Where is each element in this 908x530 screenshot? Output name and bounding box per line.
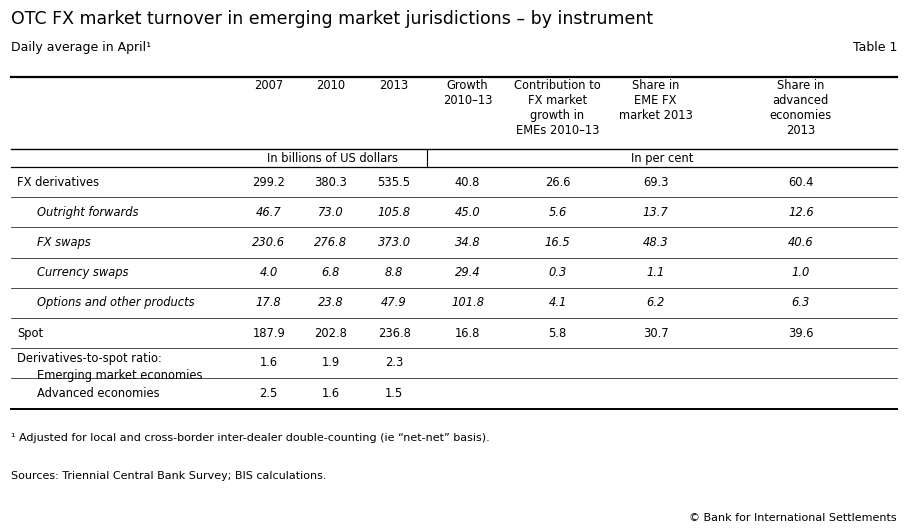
Text: 1.9: 1.9 [321, 356, 340, 369]
Text: 236.8: 236.8 [378, 326, 410, 340]
Text: 1.5: 1.5 [385, 387, 403, 400]
Text: 299.2: 299.2 [252, 175, 285, 189]
Text: 380.3: 380.3 [314, 175, 347, 189]
Text: 48.3: 48.3 [643, 236, 668, 249]
Text: Share in
advanced
economies
2013: Share in advanced economies 2013 [770, 79, 832, 137]
Text: Spot: Spot [17, 326, 44, 340]
Text: Share in
EME FX
market 2013: Share in EME FX market 2013 [618, 79, 693, 122]
Text: ¹ Adjusted for local and cross-border inter-dealer double-counting (ie “net-net”: ¹ Adjusted for local and cross-border in… [11, 433, 489, 443]
Text: 13.7: 13.7 [643, 206, 668, 219]
Text: In per cent: In per cent [631, 152, 693, 165]
Text: Options and other products: Options and other products [37, 296, 195, 310]
Text: 47.9: 47.9 [381, 296, 407, 310]
Text: 2007: 2007 [254, 79, 283, 92]
Text: 16.8: 16.8 [455, 326, 480, 340]
Text: 1.6: 1.6 [260, 356, 278, 369]
Text: Derivatives-to-spot ratio:: Derivatives-to-spot ratio: [17, 352, 163, 366]
Text: Advanced economies: Advanced economies [37, 387, 160, 400]
Text: Growth
2010–13: Growth 2010–13 [443, 79, 492, 107]
Text: 101.8: 101.8 [451, 296, 484, 310]
Text: In billions of US dollars: In billions of US dollars [267, 152, 398, 165]
Text: FX swaps: FX swaps [37, 236, 91, 249]
Text: 30.7: 30.7 [643, 326, 668, 340]
Text: 39.6: 39.6 [788, 326, 814, 340]
Text: 69.3: 69.3 [643, 175, 668, 189]
Text: 5.8: 5.8 [548, 326, 567, 340]
Text: 12.6: 12.6 [788, 206, 814, 219]
Text: 1.1: 1.1 [646, 266, 665, 279]
Text: 1.0: 1.0 [792, 266, 810, 279]
Text: 4.0: 4.0 [260, 266, 278, 279]
Text: 46.7: 46.7 [256, 206, 281, 219]
Text: Table 1: Table 1 [853, 41, 897, 54]
Text: 73.0: 73.0 [318, 206, 343, 219]
Text: 373.0: 373.0 [378, 236, 410, 249]
Text: © Bank for International Settlements: © Bank for International Settlements [689, 514, 897, 523]
Text: 40.8: 40.8 [455, 175, 480, 189]
Text: 60.4: 60.4 [788, 175, 814, 189]
Text: 16.5: 16.5 [545, 236, 570, 249]
Text: 6.8: 6.8 [321, 266, 340, 279]
Text: OTC FX market turnover in emerging market jurisdictions – by instrument: OTC FX market turnover in emerging marke… [11, 10, 653, 28]
Text: 45.0: 45.0 [455, 206, 480, 219]
Text: 0.3: 0.3 [548, 266, 567, 279]
Text: 4.1: 4.1 [548, 296, 567, 310]
Text: 2010: 2010 [316, 79, 345, 92]
Text: 26.6: 26.6 [545, 175, 570, 189]
Text: 2.3: 2.3 [385, 356, 403, 369]
Text: Outright forwards: Outright forwards [37, 206, 139, 219]
Text: 6.3: 6.3 [792, 296, 810, 310]
Text: 1.6: 1.6 [321, 387, 340, 400]
Text: 34.8: 34.8 [455, 236, 480, 249]
Text: 6.2: 6.2 [646, 296, 665, 310]
Text: 8.8: 8.8 [385, 266, 403, 279]
Text: Emerging market economies: Emerging market economies [37, 369, 202, 383]
Text: 230.6: 230.6 [252, 236, 285, 249]
Text: Contribution to
FX market
growth in
EMEs 2010–13: Contribution to FX market growth in EMEs… [514, 79, 601, 137]
Text: FX derivatives: FX derivatives [17, 175, 99, 189]
Text: 2.5: 2.5 [260, 387, 278, 400]
Text: 2013: 2013 [380, 79, 409, 92]
Text: Daily average in April¹: Daily average in April¹ [11, 41, 151, 54]
Text: 187.9: 187.9 [252, 326, 285, 340]
Text: 29.4: 29.4 [455, 266, 480, 279]
Text: Sources: Triennial Central Bank Survey; BIS calculations.: Sources: Triennial Central Bank Survey; … [11, 471, 326, 481]
Text: 5.6: 5.6 [548, 206, 567, 219]
Text: 276.8: 276.8 [314, 236, 347, 249]
Text: 535.5: 535.5 [378, 175, 410, 189]
Text: 17.8: 17.8 [256, 296, 281, 310]
Text: Currency swaps: Currency swaps [37, 266, 129, 279]
Text: 105.8: 105.8 [378, 206, 410, 219]
Text: 40.6: 40.6 [788, 236, 814, 249]
Text: 202.8: 202.8 [314, 326, 347, 340]
Text: 23.8: 23.8 [318, 296, 343, 310]
